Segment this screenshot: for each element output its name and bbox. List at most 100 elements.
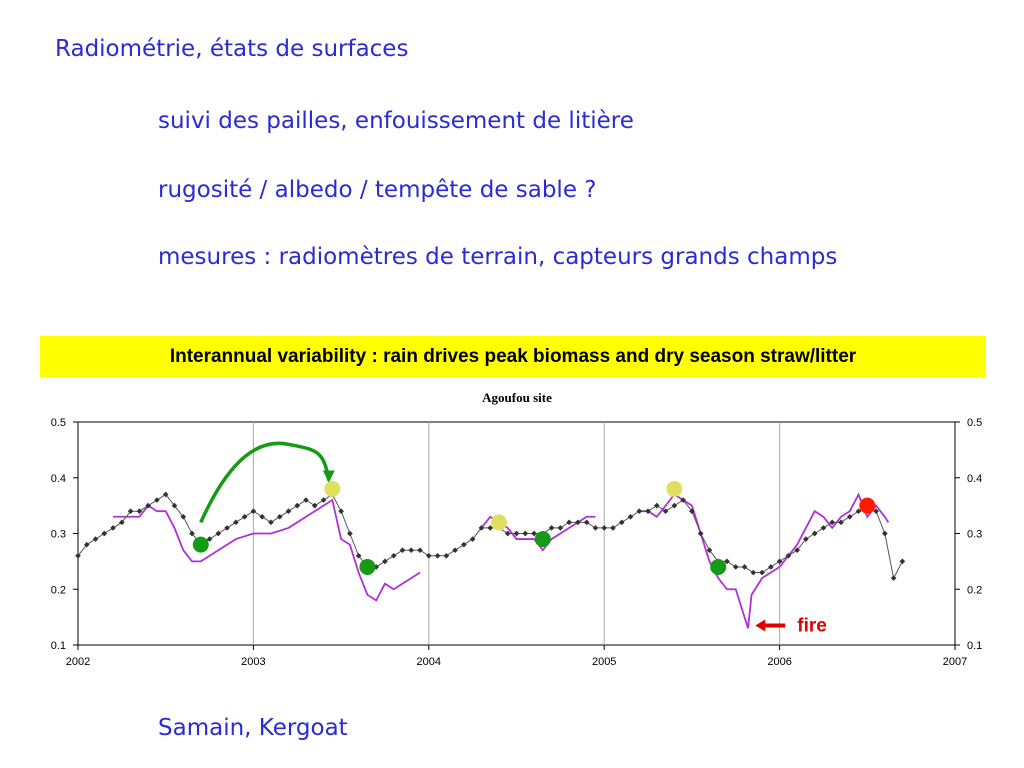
black-series-point-37 <box>399 547 406 554</box>
black-series-point-11 <box>171 502 178 509</box>
y-tick-label-left-0.4: 0.4 <box>51 473 66 485</box>
black-series-point-24 <box>285 508 292 515</box>
black-series-point-6 <box>127 508 134 515</box>
y-tick-label-left-0.5: 0.5 <box>51 417 66 429</box>
black-series-point-28 <box>320 497 327 503</box>
black-series-point-75 <box>732 564 739 570</box>
black-series-point-88 <box>846 513 853 520</box>
black-series-point-67 <box>662 508 669 515</box>
black-series-point-52 <box>531 530 537 537</box>
y-tick-label-right-0.2: 0.2 <box>967 584 982 596</box>
y-tick-label-left-0.1: 0.1 <box>51 640 66 652</box>
black-series-point-93 <box>890 575 897 581</box>
black-series-line <box>77 493 903 580</box>
black-series-point-82 <box>794 547 800 554</box>
black-series-point-85 <box>820 525 827 531</box>
y-tick-label-right-0.4: 0.4 <box>967 473 982 485</box>
black-series-point-55 <box>557 525 564 531</box>
black-series-point-31 <box>347 530 353 537</box>
black-series-point-21 <box>259 513 265 520</box>
black-series-point-89 <box>855 508 862 515</box>
black-series-point-42 <box>443 552 450 559</box>
black-series-point-26 <box>303 497 309 503</box>
black-series-point-64 <box>636 508 643 515</box>
black-series-point-79 <box>768 564 774 570</box>
black-series-point-61 <box>610 525 616 531</box>
black-series-point-7 <box>136 508 143 515</box>
black-series-point-74 <box>724 558 730 565</box>
x-tick-label-2002: 2002 <box>66 656 90 668</box>
purple-series-segment-2 <box>639 492 890 629</box>
chart-title: Agoufou site <box>482 390 552 405</box>
black-series-point-59 <box>592 525 599 531</box>
black-series-point-65 <box>645 508 651 515</box>
black-series-point-17 <box>224 525 230 531</box>
x-tick-label-2003: 2003 <box>241 656 265 668</box>
black-series-point-63 <box>627 513 634 520</box>
growth-arrow-head <box>322 470 335 483</box>
marker-yellow-5 <box>666 480 683 497</box>
black-series-point-41 <box>434 552 441 559</box>
black-series-point-4 <box>110 525 116 531</box>
black-series-point-83 <box>803 536 809 542</box>
bullet-litter: suivi des pailles, enfouissement de liti… <box>158 108 634 134</box>
black-series-point-22 <box>268 519 274 526</box>
black-series-point-78 <box>759 569 765 576</box>
black-series-point-92 <box>882 530 888 537</box>
black-series-point-66 <box>653 502 660 509</box>
black-series-point-50 <box>513 530 520 537</box>
black-series-point-1 <box>83 541 90 548</box>
black-series-point-8 <box>145 502 151 509</box>
black-series-point-70 <box>689 508 695 515</box>
black-series-point-3 <box>101 530 108 537</box>
black-series-point-19 <box>241 513 248 520</box>
y-tick-label-left-0.2: 0.2 <box>51 584 66 596</box>
black-series-point-13 <box>189 530 195 537</box>
black-series-point-20 <box>250 508 257 515</box>
black-series-point-27 <box>311 502 318 509</box>
black-series-point-40 <box>425 552 432 559</box>
black-series-point-69 <box>680 497 686 503</box>
black-series-point-35 <box>382 558 388 565</box>
purple-series-segment-0 <box>113 498 421 602</box>
slide-heading: Radiométrie, états de surfaces <box>55 36 409 62</box>
fire-arrow-head <box>755 619 766 632</box>
y-tick-label-right-0.1: 0.1 <box>967 640 982 652</box>
black-series-point-76 <box>741 564 748 570</box>
black-series-point-39 <box>417 547 423 554</box>
black-series-point-91 <box>873 508 879 515</box>
black-series-point-25 <box>294 502 301 509</box>
black-series-point-18 <box>233 519 239 526</box>
y-tick-label-right-0.5: 0.5 <box>967 417 982 429</box>
black-series-point-77 <box>750 569 757 576</box>
credits: Samain, Kergoat <box>158 715 348 741</box>
x-tick-label-2006: 2006 <box>767 656 791 668</box>
black-series-point-71 <box>697 530 704 537</box>
bullet-roughness: rugosité / albedo / tempête de sable ? <box>158 177 597 203</box>
fire-label: fire <box>797 615 827 636</box>
black-series-point-44 <box>461 541 467 548</box>
marker-green-0 <box>192 536 209 553</box>
black-series-point-57 <box>575 519 581 526</box>
black-series-point-43 <box>452 547 458 554</box>
marker-red-7 <box>859 497 876 514</box>
black-series-point-81 <box>785 552 792 559</box>
banner-text: Interannual variability : rain drives pe… <box>169 345 857 367</box>
bullet-measurements: mesures : radiomètres de terrain, capteu… <box>158 244 838 270</box>
black-series-point-16 <box>215 530 222 537</box>
marker-green-6 <box>710 558 727 575</box>
black-series-point-68 <box>671 502 678 509</box>
black-series-point-72 <box>706 547 713 554</box>
black-series-point-38 <box>408 547 415 554</box>
marker-green-4 <box>534 531 551 548</box>
black-series-point-87 <box>838 519 844 526</box>
black-series-point-9 <box>154 497 160 503</box>
y-tick-label-left-0.3: 0.3 <box>51 529 66 541</box>
growth-arrow <box>199 441 331 524</box>
series-layer <box>75 491 906 629</box>
event-markers <box>192 480 876 575</box>
highlight-banner: Interannual variability : rain drives pe… <box>40 336 986 377</box>
black-series-point-58 <box>583 519 590 526</box>
